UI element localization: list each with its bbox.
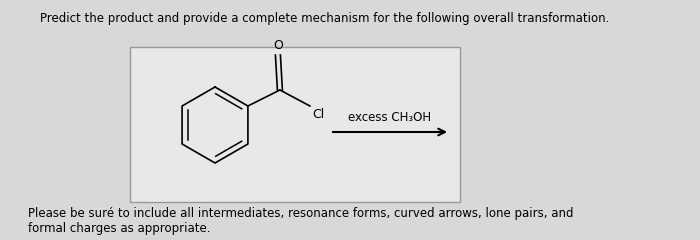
Text: Predict the product and provide a complete mechanism for the following overall t: Predict the product and provide a comple… — [40, 12, 610, 25]
Text: formal charges as appropriate.: formal charges as appropriate. — [28, 222, 211, 235]
FancyBboxPatch shape — [130, 47, 460, 202]
Text: excess CH₃OH: excess CH₃OH — [349, 111, 432, 124]
Text: Please be suré to include all intermediates, resonance forms, curved arrows, lon: Please be suré to include all intermedia… — [28, 207, 573, 220]
Text: Cl: Cl — [312, 108, 324, 121]
Text: O: O — [273, 39, 283, 52]
